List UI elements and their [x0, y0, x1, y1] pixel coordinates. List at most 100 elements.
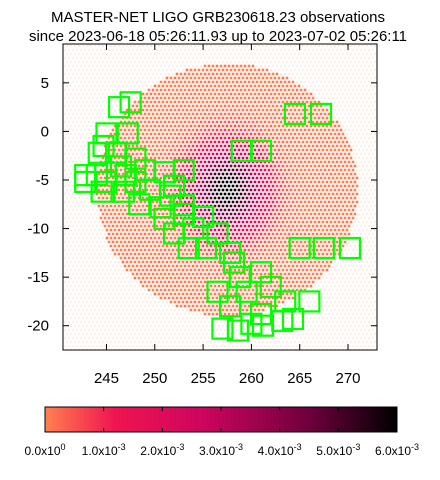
sky-cell	[291, 288, 295, 292]
sky-cell	[195, 72, 199, 76]
sky-cell	[121, 148, 125, 152]
sky-cell	[72, 273, 74, 275]
sky-cell	[251, 88, 255, 92]
sky-cell	[116, 105, 118, 107]
sky-cell	[96, 121, 98, 123]
sky-cell	[267, 112, 271, 116]
sky-cell	[143, 232, 147, 236]
sky-cell	[78, 117, 80, 119]
sky-cell	[171, 136, 175, 140]
sky-cell	[356, 73, 358, 75]
sky-cell	[161, 220, 165, 224]
sky-cell	[173, 252, 177, 256]
sky-cell	[90, 293, 92, 295]
sky-cell	[217, 188, 221, 192]
sky-cell	[327, 264, 331, 268]
sky-cell	[319, 120, 323, 124]
sky-cell	[94, 53, 96, 55]
sky-cell	[345, 164, 349, 168]
sky-cell	[358, 277, 360, 279]
sky-cell	[128, 49, 130, 51]
sky-cell	[333, 196, 337, 200]
sky-cell	[348, 81, 350, 83]
sky-cell	[346, 245, 348, 247]
sky-cell	[159, 240, 163, 244]
sky-cell	[288, 65, 290, 67]
sky-cell	[138, 53, 140, 55]
sky-cell	[273, 236, 277, 240]
sky-cell	[243, 248, 247, 252]
sky-cell	[251, 128, 255, 132]
sky-cell	[160, 49, 162, 51]
sky-cell	[281, 252, 285, 256]
sky-cell	[172, 65, 174, 67]
sky-cell	[299, 88, 303, 92]
sky-cell	[185, 252, 189, 256]
sky-cell	[147, 168, 151, 172]
sky-cell	[293, 132, 297, 136]
sky-cell	[74, 237, 76, 239]
sky-cell	[119, 208, 123, 212]
sky-cell	[306, 69, 308, 71]
sky-cell	[113, 188, 117, 192]
sky-cell	[78, 125, 80, 127]
sky-cell	[159, 88, 163, 92]
sky-cell	[105, 188, 109, 192]
sky-cell	[257, 68, 261, 72]
sky-cell	[219, 144, 223, 148]
sky-cell	[275, 216, 279, 220]
sky-cell	[209, 212, 213, 216]
sky-cell	[305, 204, 309, 208]
sky-cell	[72, 201, 74, 203]
sky-cell	[249, 228, 253, 232]
sky-cell	[211, 96, 215, 100]
sky-cell	[229, 252, 233, 256]
sky-cell	[160, 65, 162, 67]
sky-cell	[278, 45, 280, 47]
sky-cell	[182, 69, 184, 71]
sky-cell	[177, 92, 181, 96]
sky-cell	[72, 169, 74, 171]
sky-cell	[297, 196, 301, 200]
sky-cell	[189, 164, 193, 168]
sky-cell	[125, 220, 129, 224]
sky-cell	[333, 148, 337, 152]
sky-cell	[350, 253, 352, 255]
sky-cell	[203, 176, 207, 180]
sky-cell	[113, 212, 117, 216]
sky-cell	[271, 176, 275, 180]
sky-cell	[64, 145, 66, 147]
sky-cell	[279, 208, 283, 212]
sky-cell	[74, 117, 76, 119]
sky-cell	[94, 117, 96, 119]
sky-cell	[199, 80, 203, 84]
sky-cell	[366, 277, 368, 279]
sky-cell	[350, 77, 352, 79]
sky-cell	[129, 188, 133, 192]
sky-cell	[374, 189, 376, 191]
sky-cell	[187, 176, 191, 180]
sky-cell	[275, 224, 279, 228]
sky-cell	[297, 252, 301, 256]
sky-cell	[173, 268, 177, 272]
sky-cell	[163, 248, 167, 252]
sky-cell	[366, 149, 368, 151]
sky-cell	[364, 73, 366, 75]
sky-cell	[291, 296, 295, 300]
sky-cell	[171, 224, 175, 228]
sky-cell	[80, 209, 82, 211]
sky-cell	[305, 148, 309, 152]
sky-cell	[64, 65, 66, 67]
sky-cell	[92, 289, 94, 291]
sky-cell	[94, 221, 96, 223]
sky-cell	[366, 245, 368, 247]
sky-cell	[189, 188, 193, 192]
sky-cell	[86, 45, 88, 47]
sky-cell	[133, 276, 137, 280]
sky-cell	[90, 53, 92, 55]
sky-cell	[314, 85, 316, 87]
sky-cell	[66, 141, 68, 143]
sky-cell	[271, 296, 275, 300]
sky-cell	[173, 276, 177, 280]
sky-cell	[336, 65, 338, 67]
